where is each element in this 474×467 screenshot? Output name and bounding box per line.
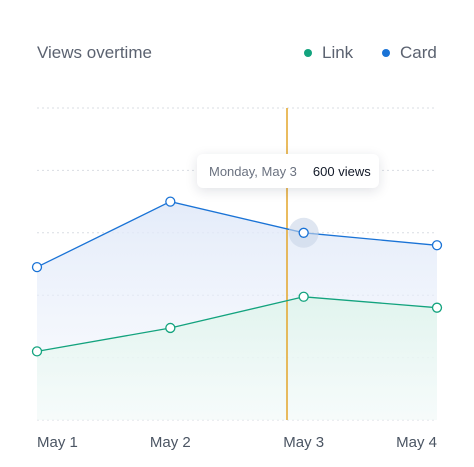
area-link xyxy=(37,296,437,420)
link-dot-icon xyxy=(304,49,312,57)
point-link[interactable] xyxy=(431,302,443,313)
series-areas xyxy=(37,201,437,420)
point-card[interactable] xyxy=(31,261,43,273)
tooltip: Monday, May 3 600 views xyxy=(197,154,379,188)
series-points xyxy=(31,196,443,357)
chart-title: Views overtime xyxy=(37,43,152,62)
x-tick-label: May 4 xyxy=(396,434,437,451)
point-card[interactable] xyxy=(165,196,176,207)
x-tick-label: May 3 xyxy=(283,434,325,451)
x-tick-label: May 2 xyxy=(149,434,191,451)
point-link[interactable] xyxy=(165,322,176,334)
legend-item-link[interactable]: Link xyxy=(304,43,353,63)
line-link xyxy=(36,296,438,353)
line-card xyxy=(36,200,438,268)
legend-link-label: Link xyxy=(322,43,354,62)
tooltip-date: Monday, May 3 xyxy=(209,163,297,179)
series-lines xyxy=(36,200,438,353)
legend-card-label: Card xyxy=(400,43,437,62)
card-dot-icon xyxy=(382,49,390,57)
tooltip-value: 600 views xyxy=(312,163,371,179)
point-link[interactable] xyxy=(298,291,309,302)
point-card[interactable] xyxy=(431,240,443,251)
point-link[interactable] xyxy=(31,346,43,357)
legend-item-card[interactable]: Card xyxy=(382,43,437,63)
x-tick-label: May 1 xyxy=(37,434,78,451)
point-card[interactable] xyxy=(298,227,309,238)
